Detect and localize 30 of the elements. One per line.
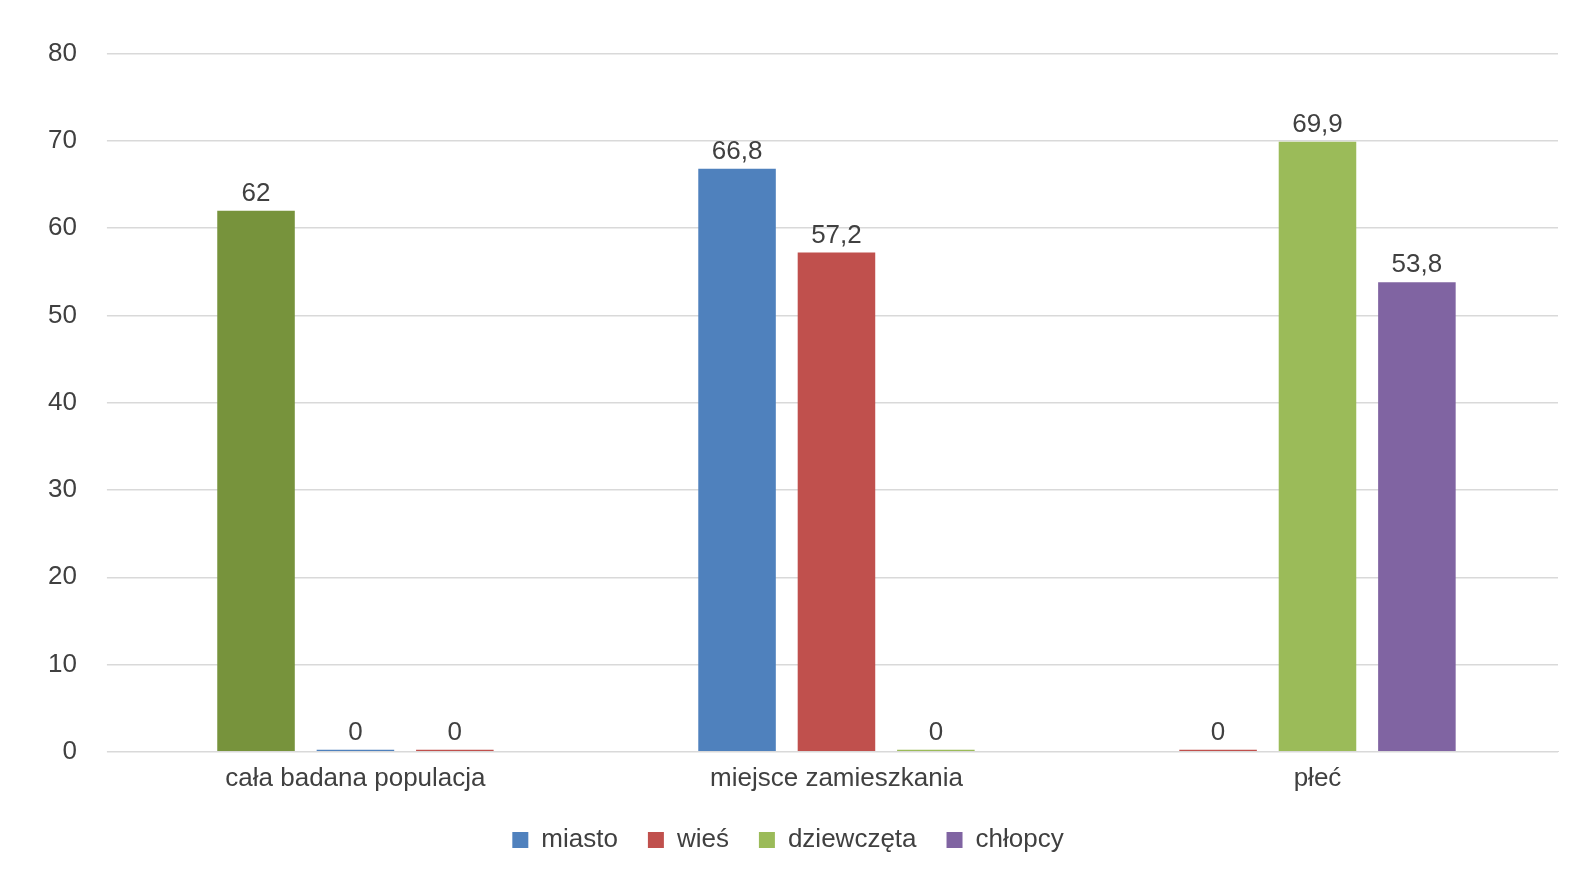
- legend-label: dziewczęta: [787, 823, 918, 854]
- y-tick-label: 70: [48, 124, 77, 155]
- legend-label: miasto: [541, 823, 618, 854]
- bar: [698, 168, 776, 752]
- legend-label: chłopcy: [975, 823, 1064, 854]
- y-tick-label: 10: [48, 647, 77, 678]
- bar: [797, 252, 876, 752]
- data-label: 0: [348, 715, 363, 746]
- y-tick-label: 80: [48, 36, 77, 67]
- y-tick-label: 50: [48, 298, 77, 329]
- data-label: 62: [241, 176, 271, 207]
- y-tick-label: 30: [48, 473, 77, 504]
- data-label: 0: [928, 715, 944, 746]
- bar: [1378, 282, 1456, 752]
- data-label: 57,2: [811, 218, 862, 249]
- y-tick-label: 60: [48, 211, 77, 242]
- data-label: 0: [1210, 715, 1226, 746]
- bar: [1278, 141, 1357, 752]
- x-tick-label: miejsce zamieszkania: [710, 761, 964, 792]
- bar: [217, 210, 295, 752]
- y-tick-label: 0: [62, 734, 77, 765]
- x-tick-label: płeć: [1293, 761, 1342, 792]
- data-label: 53,8: [1391, 248, 1443, 279]
- data-label: 66,8: [711, 134, 763, 165]
- y-tick-label: 40: [48, 385, 77, 416]
- y-tick-label: 20: [48, 560, 77, 591]
- legend-label: wieś: [675, 823, 729, 854]
- data-label: 0: [447, 715, 463, 746]
- data-label: 69,9: [1292, 107, 1343, 138]
- x-tick-label: cała badana populacja: [225, 761, 487, 792]
